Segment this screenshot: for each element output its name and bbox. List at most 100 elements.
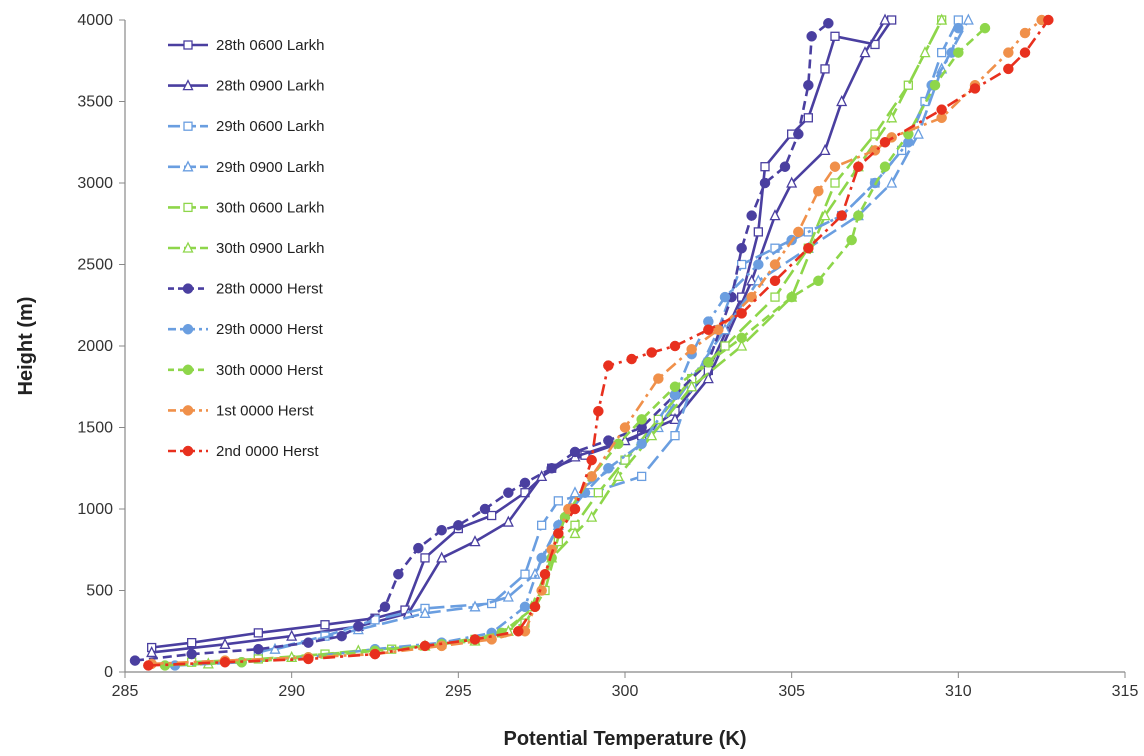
data-point <box>303 653 314 665</box>
data-point <box>953 15 963 25</box>
legend-item: 2nd 0000 Herst <box>168 443 319 460</box>
legend-swatch-marker <box>183 121 193 131</box>
data-point <box>853 210 864 221</box>
series-layer <box>129 13 1054 671</box>
legend-item: 29th 0000 Herst <box>168 321 324 338</box>
data-point <box>760 162 770 172</box>
data-point <box>486 634 497 645</box>
data-point <box>859 46 871 58</box>
data-point <box>519 477 531 489</box>
data-point <box>736 332 747 344</box>
data-point <box>636 438 647 450</box>
legend-swatch-marker <box>182 283 194 294</box>
data-point <box>537 520 547 530</box>
legend-label: 30th 0600 Larkh <box>216 199 324 216</box>
data-point <box>286 629 298 641</box>
data-point <box>586 510 598 522</box>
data-point <box>830 178 840 188</box>
legend-item: 1st 0000 Herst <box>168 402 314 419</box>
x-tick-label: 310 <box>945 683 972 700</box>
legend-label: 29th 0900 Larkh <box>216 159 324 176</box>
data-point <box>669 340 681 352</box>
data-point <box>520 569 530 579</box>
data-point <box>879 137 891 148</box>
data-point <box>603 463 614 474</box>
data-point <box>569 446 581 458</box>
data-point <box>353 621 364 632</box>
series-line <box>134 22 830 662</box>
data-point <box>269 642 281 654</box>
data-point <box>736 242 747 254</box>
data-point <box>619 422 631 433</box>
data-point <box>879 161 891 172</box>
data-point <box>937 47 947 58</box>
data-point <box>593 488 603 498</box>
data-point <box>379 601 391 613</box>
data-point <box>129 655 141 666</box>
data-point <box>769 259 781 270</box>
series-11 <box>143 14 1054 671</box>
legend-label: 28th 0600 Larkh <box>216 37 324 54</box>
series-4 <box>269 13 974 654</box>
data-point <box>686 380 698 392</box>
data-point <box>653 373 664 384</box>
data-point <box>686 344 697 355</box>
x-axis-title: Potential Temperature (K) <box>504 728 747 750</box>
data-point <box>719 291 731 303</box>
data-point <box>646 429 658 441</box>
data-point <box>1043 14 1054 26</box>
data-point <box>469 600 481 612</box>
data-point <box>519 601 531 613</box>
data-point <box>612 469 624 482</box>
data-point <box>803 113 813 123</box>
data-point <box>830 31 840 41</box>
legend-label: 30th 0000 Herst <box>216 362 324 379</box>
data-point <box>702 372 714 384</box>
data-point <box>936 104 947 115</box>
y-tick-label: 4000 <box>77 12 113 29</box>
series-line <box>151 19 887 654</box>
data-point <box>320 620 330 630</box>
legend-item: 30th 0600 Larkh <box>168 199 324 216</box>
data-point <box>487 510 497 521</box>
data-point <box>737 259 747 270</box>
data-point <box>413 542 424 554</box>
data-point <box>546 463 557 474</box>
data-point <box>636 414 647 425</box>
data-point <box>253 643 264 655</box>
data-point <box>529 567 541 579</box>
y-tick-label: 2500 <box>77 257 113 274</box>
data-point <box>419 640 431 652</box>
x-tick-label: 305 <box>778 683 805 700</box>
series-2 <box>146 13 891 658</box>
data-point <box>979 22 991 34</box>
data-point <box>746 274 758 286</box>
data-point <box>569 526 581 539</box>
data-point <box>469 634 481 645</box>
data-point <box>303 637 314 648</box>
x-tick-label: 290 <box>278 683 305 700</box>
data-point <box>187 638 197 648</box>
legend-swatch-marker <box>182 241 194 253</box>
data-point <box>536 552 547 564</box>
data-point <box>419 606 431 618</box>
x-tick-label: 300 <box>612 683 639 700</box>
data-point <box>806 31 817 42</box>
series-line <box>191 19 943 664</box>
data-point <box>502 590 514 602</box>
legend-item: 28th 0600 Larkh <box>168 37 324 54</box>
legend-item: 28th 0000 Herst <box>168 281 324 298</box>
data-point <box>593 405 604 417</box>
data-point <box>502 515 514 527</box>
series-7 <box>129 18 834 666</box>
legend-swatch-marker <box>182 445 194 457</box>
legend-item: 29th 0900 Larkh <box>168 159 324 176</box>
y-tick-label: 2000 <box>77 338 113 355</box>
data-point <box>953 47 964 58</box>
data-point <box>919 46 931 58</box>
series-line <box>151 18 1043 666</box>
legend-item: 30th 0000 Herst <box>168 362 324 379</box>
legend-swatch-marker <box>182 323 194 335</box>
data-point <box>703 357 714 368</box>
